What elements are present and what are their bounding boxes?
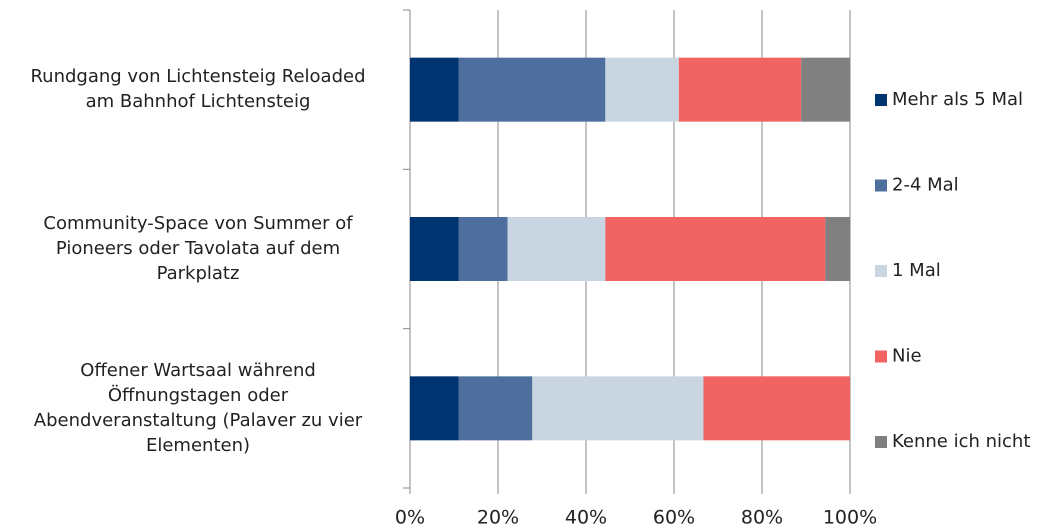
bar-segment — [410, 376, 459, 441]
x-tick-label: 20% — [477, 507, 519, 529]
bar-segment — [605, 57, 679, 122]
category-label: Öffnungstagen oder — [108, 384, 289, 406]
category-label: am Bahnhof Lichtensteig — [86, 91, 311, 112]
bar-segment — [458, 57, 606, 122]
legend-label: 2-4 Mal — [892, 175, 959, 196]
legend-label: Mehr als 5 Mal — [892, 89, 1023, 110]
bar-segment — [532, 376, 704, 441]
legend-swatch — [875, 179, 887, 192]
bar-segment — [703, 376, 850, 441]
x-tick-label: 60% — [653, 507, 695, 529]
category-label: Elementen) — [146, 435, 250, 456]
x-tick-label: 80% — [741, 507, 783, 529]
category-label: Community-Space von Summer of — [43, 213, 353, 234]
legend-swatch — [875, 350, 887, 363]
bar-segment — [410, 217, 459, 281]
category-label: Pioneers oder Tavolata auf dem — [56, 238, 340, 259]
bar-segment — [410, 57, 459, 122]
category-label: Abendveranstaltung (Palaver zu vier — [34, 410, 363, 431]
bar-segment — [825, 217, 850, 281]
legend-swatch — [875, 94, 887, 106]
bar-segment — [458, 376, 533, 441]
category-label: Offener Wartsaal während — [80, 360, 316, 381]
bar-segment — [458, 217, 508, 281]
legend-swatch — [875, 436, 887, 448]
bar-segment — [507, 217, 606, 281]
bar-segment — [678, 57, 802, 122]
bar-segment — [605, 217, 826, 281]
x-tick-label: 40% — [565, 507, 607, 529]
category-label: Rundgang von Lichtensteig Reloaded — [30, 66, 365, 87]
category-label: Parkplatz — [157, 263, 240, 284]
legend-label: 1 Mal — [892, 260, 941, 281]
x-tick-label: 0% — [395, 507, 425, 529]
legend-label: Kenne ich nicht — [892, 431, 1030, 452]
legend-swatch — [875, 265, 887, 277]
bar-segment — [801, 57, 850, 122]
legend-label: Nie — [892, 346, 922, 367]
x-tick-label: 100% — [823, 507, 877, 529]
